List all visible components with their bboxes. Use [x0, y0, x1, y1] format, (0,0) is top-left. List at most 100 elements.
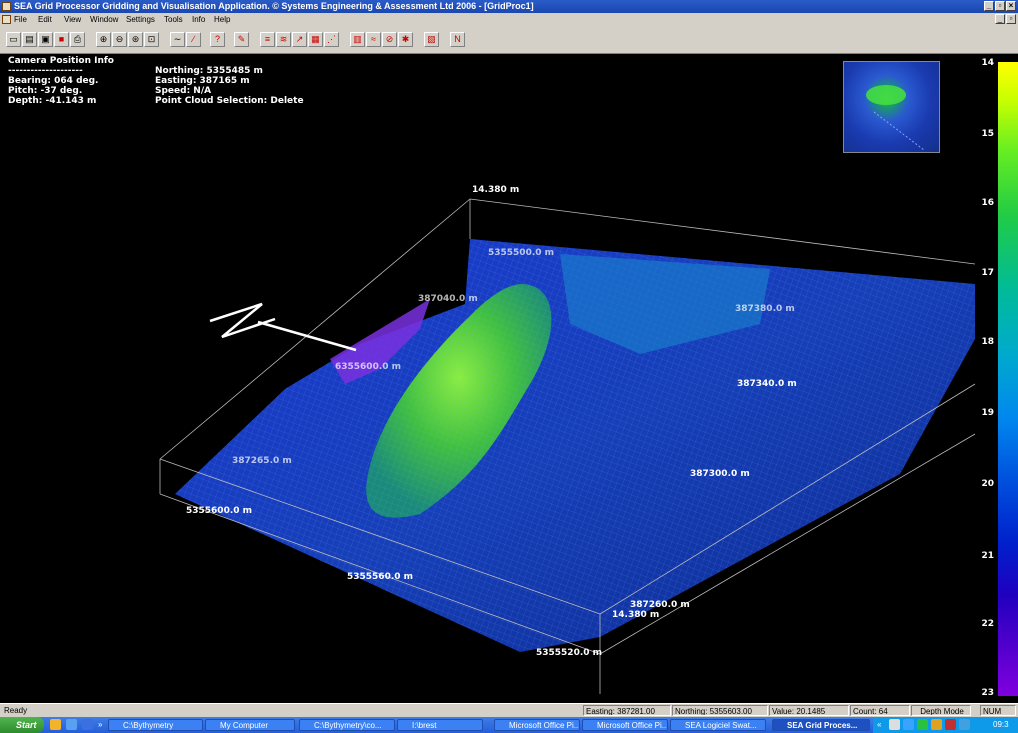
menu-tools[interactable]: Tools	[164, 15, 183, 24]
help-icon[interactable]: ?	[210, 32, 225, 47]
taskbar: Start » C:\Bythymetry My Computer C:\Byt…	[0, 717, 1018, 733]
menu-settings[interactable]: Settings	[126, 15, 155, 24]
tool-h-icon[interactable]: ⊘	[382, 32, 397, 47]
menu-info[interactable]: Info	[192, 15, 206, 24]
axis-label: 6355600.0 m	[335, 362, 402, 372]
depth-tick: 20	[981, 479, 994, 489]
open-icon[interactable]: ▤	[22, 32, 37, 47]
tool-g-icon[interactable]: ≈	[366, 32, 381, 47]
menu-view[interactable]: View	[64, 15, 82, 24]
menu-help[interactable]: Help	[214, 15, 231, 24]
task-office-2[interactable]: Microsoft Office Pi...	[582, 719, 668, 731]
north-arrow	[209, 302, 357, 352]
minimap[interactable]	[843, 61, 940, 153]
task-brest[interactable]: I:\brest	[397, 719, 483, 731]
doc-minimize-button[interactable]: _	[995, 14, 1005, 24]
depth-tick: 18	[981, 337, 994, 347]
tray-icon-4[interactable]	[931, 719, 942, 730]
task-office-1[interactable]: Microsoft Office Pi...	[494, 719, 580, 731]
task-sea-grid[interactable]: SEA Grid Proces...	[772, 719, 870, 731]
task-bythymetry-co[interactable]: C:\Bythymetry\co...	[299, 719, 395, 731]
tray-icon-2[interactable]	[903, 719, 914, 730]
axis-label: 387265.0 m	[232, 456, 292, 466]
tray-expand[interactable]: «	[877, 720, 882, 729]
depth-tick: 15	[981, 129, 994, 139]
axis-label: 5355560.0 m	[347, 572, 414, 582]
zoom-box-icon[interactable]: ⊡	[144, 32, 159, 47]
tray-icon-3[interactable]	[917, 719, 928, 730]
menu-bar: File Edit View Window Settings Tools Inf…	[0, 13, 1018, 26]
start-button[interactable]: Start	[0, 717, 44, 733]
title-bar: SEA Grid Processor Gridding and Visualis…	[0, 0, 1018, 13]
quicklaunch-icon-2[interactable]	[66, 719, 77, 730]
status-value: Value: 20.1485	[769, 705, 849, 716]
profile-icon[interactable]: ∼	[170, 32, 185, 47]
axis-label: 5355600.0 m	[186, 506, 253, 516]
zoom-in-icon[interactable]: ⊕	[96, 32, 111, 47]
zoom-fit-icon[interactable]: ⊛	[128, 32, 143, 47]
quicklaunch-icon-3[interactable]	[82, 719, 93, 730]
tool-a-icon[interactable]: ≡	[260, 32, 275, 47]
depth-tick: 16	[981, 198, 994, 208]
purple-slope	[330, 299, 430, 384]
tool-i-icon[interactable]: ✱	[398, 32, 413, 47]
axis-label: 387260.0 m	[630, 600, 690, 610]
camera-position: Northing: 5355485 m Easting: 387165 m Sp…	[155, 66, 304, 106]
cyan-area	[560, 254, 770, 354]
task-sea-logiciel[interactable]: SEA Logiciel Swat...	[670, 719, 766, 731]
status-northing: Northing: 5355603.00	[672, 705, 768, 716]
tool-b-icon[interactable]: ≋	[276, 32, 291, 47]
tray-icon-6[interactable]	[959, 719, 970, 730]
delete-icon[interactable]: ■	[54, 32, 69, 47]
quicklaunch-icon-1[interactable]	[50, 719, 61, 730]
system-tray: « 09:3	[873, 717, 1018, 733]
tool-f-icon[interactable]: ▥	[350, 32, 365, 47]
status-num: NUM	[980, 705, 1016, 716]
axis-label: 5355500.0 m	[488, 248, 555, 258]
task-bythymetry[interactable]: C:\Bythymetry	[108, 719, 203, 731]
minimap-render	[866, 85, 925, 151]
minimize-button[interactable]: _	[984, 1, 994, 11]
camera-bearing: Bearing: 064 deg.	[8, 76, 99, 86]
zoom-out-icon[interactable]: ⊖	[112, 32, 127, 47]
quicklaunch-more[interactable]: »	[98, 720, 103, 729]
depth-tick: 19	[981, 408, 994, 418]
close-button[interactable]: ×	[1006, 1, 1016, 11]
new-icon[interactable]: ▭	[6, 32, 21, 47]
tool-e-icon[interactable]: ⋰	[324, 32, 339, 47]
status-ready: Ready	[4, 706, 28, 715]
camera-northing: Northing: 5355485 m	[155, 66, 263, 76]
window-title: SEA Grid Processor Gridding and Visualis…	[14, 1, 534, 11]
print-icon[interactable]: ⎙	[70, 32, 85, 47]
status-mode: Depth Mode	[911, 705, 971, 716]
axis-label: 387380.0 m	[735, 304, 795, 314]
menu-file[interactable]: File	[14, 15, 27, 24]
camera-easting: Easting: 387165 m	[155, 76, 250, 86]
tool-c-icon[interactable]: ↗	[292, 32, 307, 47]
doc-icon[interactable]	[2, 15, 11, 24]
menu-edit[interactable]: Edit	[38, 15, 52, 24]
window-controls: _ ▫ ×	[984, 1, 1016, 11]
bathymetry-render[interactable]	[0, 54, 1018, 696]
axis-label: 387300.0 m	[690, 469, 750, 479]
tool-d-icon[interactable]: ▦	[308, 32, 323, 47]
tool-k-icon[interactable]: N	[450, 32, 465, 47]
wreck-mesh	[366, 284, 552, 518]
restore-button[interactable]: ▫	[995, 1, 1005, 11]
depth-color-scale: 14 15 16 17 18 19 20 21 22 23	[975, 58, 1018, 698]
save-icon[interactable]: ▣	[38, 32, 53, 47]
task-my-computer[interactable]: My Computer	[205, 719, 295, 731]
app-icon[interactable]	[2, 2, 11, 11]
camera-info: Camera Position Info -------------------…	[8, 56, 114, 106]
tray-icon-1[interactable]	[889, 719, 900, 730]
doc-restore-button[interactable]: ▫	[1006, 14, 1016, 24]
3d-viewport[interactable]: Camera Position Info -------------------…	[0, 54, 1018, 696]
tray-icon-5[interactable]	[945, 719, 956, 730]
camera-speed: Speed: N/A	[155, 86, 212, 96]
depth-tick: 14	[981, 58, 994, 68]
line-icon[interactable]: ∕	[186, 32, 201, 47]
status-count: Count: 64	[850, 705, 910, 716]
menu-window[interactable]: Window	[90, 15, 119, 24]
tool-j-icon[interactable]: ▧	[424, 32, 439, 47]
erase-icon[interactable]: ✎	[234, 32, 249, 47]
